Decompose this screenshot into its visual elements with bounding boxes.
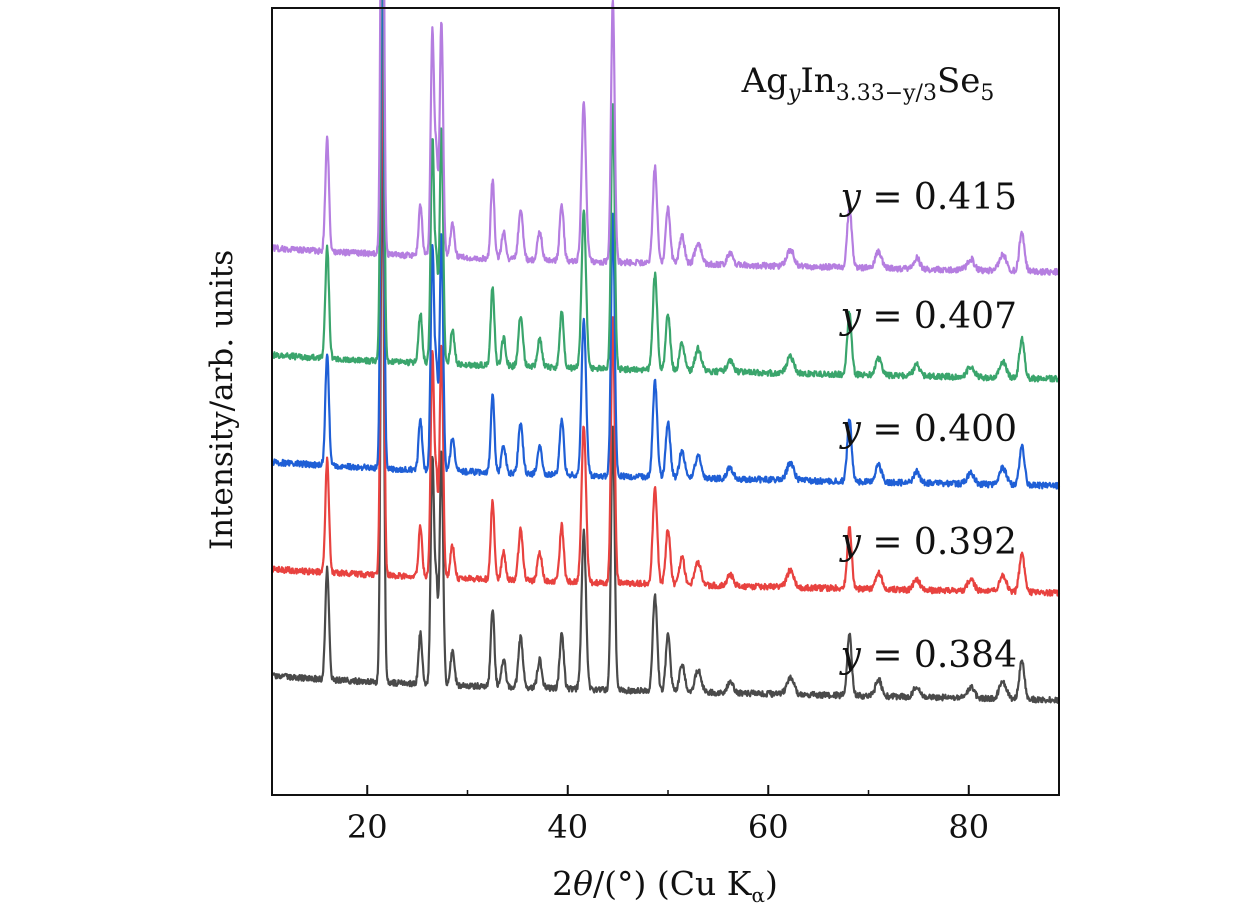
x-tick-label: 80 — [948, 808, 989, 846]
x-tick-label: 40 — [547, 808, 588, 846]
series-label-0-384: y = 0.384 — [839, 635, 1017, 676]
series-line-0-400 — [270, 0, 1061, 490]
formula-tail: Se — [937, 61, 980, 101]
series-line-0-392 — [270, 16, 1061, 597]
series-labels: y = 0.384 y = 0.392 y = 0.400 y = 0.407 y = … — [839, 177, 1017, 676]
xlabel-prefix: 2 — [552, 864, 573, 903]
x-axis: 20 40 60 80 — [347, 785, 989, 846]
xlabel-suffix: ) — [765, 864, 778, 903]
series-line-0-415 — [271, 0, 1061, 276]
formula-sub-y: y — [787, 81, 801, 106]
formula-sub-in: 3.33−y/3 — [836, 81, 937, 106]
x-tick-label: 60 — [748, 808, 789, 846]
xlabel-theta: θ — [573, 864, 593, 903]
traces-group — [270, 0, 1061, 704]
xlabel-sub: α — [751, 883, 765, 907]
formula-annotation: AgyIn3.33−y/3Se5 — [741, 61, 995, 106]
y-axis-title: Intensity/arb. units — [204, 250, 240, 550]
series-label-0-400: y = 0.400 — [839, 409, 1017, 450]
series-label-0-392: y = 0.392 — [839, 522, 1017, 563]
x-axis-title: 2θ/(°) (Cu Kα) — [552, 864, 778, 907]
plot-frame — [271, 7, 1060, 796]
series-label-0-407: y = 0.407 — [839, 296, 1017, 337]
formula-mid: In — [800, 61, 835, 101]
series-line-0-407 — [270, 0, 1061, 383]
x-tick-label: 20 — [347, 808, 388, 846]
series-label-0-415: y = 0.415 — [839, 177, 1017, 218]
xlabel-mid: /(°) (Cu K — [593, 864, 753, 903]
series-line-0-384 — [270, 120, 1061, 704]
formula-base: Ag — [741, 61, 788, 101]
formula-sub-se: 5 — [980, 81, 994, 106]
